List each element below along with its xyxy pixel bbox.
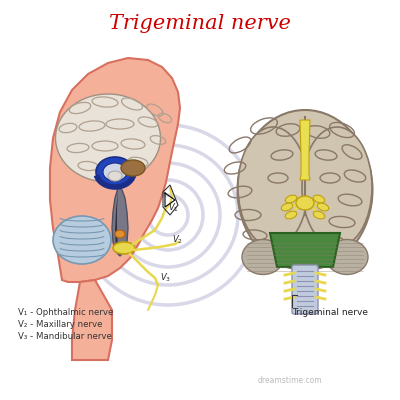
Ellipse shape — [285, 195, 297, 203]
Ellipse shape — [238, 110, 372, 270]
Text: Trigeminal nerve: Trigeminal nerve — [292, 308, 368, 317]
Text: $V_3$: $V_3$ — [160, 272, 171, 284]
Ellipse shape — [103, 163, 127, 181]
FancyBboxPatch shape — [292, 265, 318, 314]
Text: V₃ - Mandibular nerve: V₃ - Mandibular nerve — [18, 332, 112, 341]
Ellipse shape — [296, 196, 314, 210]
Ellipse shape — [108, 171, 122, 181]
Polygon shape — [270, 233, 340, 267]
Polygon shape — [115, 190, 120, 256]
Text: Trigeminal nerve: Trigeminal nerve — [109, 14, 291, 33]
Polygon shape — [300, 120, 310, 180]
Polygon shape — [112, 188, 128, 256]
Ellipse shape — [317, 203, 329, 211]
Ellipse shape — [96, 157, 134, 187]
Text: $V_2$: $V_2$ — [172, 234, 183, 246]
Ellipse shape — [113, 242, 135, 254]
Ellipse shape — [313, 211, 325, 219]
Text: $V_1$: $V_1$ — [168, 202, 179, 214]
Ellipse shape — [121, 160, 145, 176]
Ellipse shape — [285, 211, 297, 219]
Ellipse shape — [326, 240, 368, 274]
Ellipse shape — [242, 240, 284, 274]
Ellipse shape — [53, 216, 111, 264]
Ellipse shape — [281, 203, 293, 211]
Polygon shape — [50, 58, 180, 282]
Ellipse shape — [115, 230, 125, 238]
Text: V₁ - Ophthalmic nerve: V₁ - Ophthalmic nerve — [18, 308, 113, 317]
Polygon shape — [72, 280, 112, 360]
Ellipse shape — [313, 195, 325, 203]
Ellipse shape — [238, 127, 308, 247]
Text: V₂ - Maxillary nerve: V₂ - Maxillary nerve — [18, 320, 102, 329]
Text: dreamstime.com: dreamstime.com — [258, 376, 322, 385]
Ellipse shape — [56, 94, 160, 182]
Ellipse shape — [302, 127, 372, 247]
